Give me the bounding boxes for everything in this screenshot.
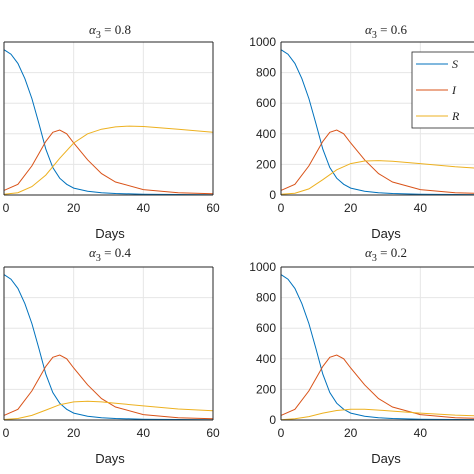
panel-3-xtick-label-2: 40 [137,426,151,440]
panel-4-ytick-label-5: 1000 [249,260,276,274]
panel-1-xlabel: Days [95,226,125,241]
panel-4-title: α3 = 0.2 [365,245,407,264]
panel-1-xtick-label-1: 20 [67,201,81,215]
panel-2-xlabel: Days [371,226,401,241]
panel-2-title: α3 = 0.6 [365,22,407,41]
panel-3: α3 = 0.4 0 20 40 60 Days [3,245,220,466]
panel-1-series-s [3,49,214,196]
panel-4-xtick-label-0: 0 [278,426,285,440]
panel-2-series [280,49,474,196]
panel-1-series [3,49,214,196]
panel-4-ytick-label-3: 600 [256,321,276,335]
panel-2-ytick-label-0: 0 [269,188,276,202]
panel-3-series [3,274,214,421]
panel-3-series-r [3,400,214,420]
panel-4-ytick-label-4: 800 [256,291,276,305]
panel-4-series-s [280,274,474,421]
panel-2-ytick-label-2: 400 [256,127,276,141]
panel-1-axes [3,41,214,196]
panel-4-axes [280,266,474,421]
panel-3-grid [3,266,214,421]
panel-1: α3 = 0.8 0 20 40 60 Days [3,22,220,241]
legend-label-i: I [451,83,457,97]
panel-2-series-s [280,49,474,196]
panel-2-ytick-label-4: 800 [256,66,276,80]
legend-label-s: S [452,57,458,71]
legend-label-r: R [451,109,460,123]
panel-3-axes [3,266,214,421]
panel-1-title: α3 = 0.8 [89,22,131,41]
panel-4-series-r [280,408,474,421]
panel-2-series-i [280,129,474,194]
panel-3-xlabel: Days [95,451,125,466]
panel-2-xtick-label-1: 20 [344,201,358,215]
panel-4-series [280,274,474,421]
panel-2-ytick-label-1: 200 [256,157,276,171]
panel-3-title: α3 = 0.4 [89,245,131,264]
panel-2-ytick-label-5: 1000 [249,35,276,49]
panel-1-xtick-label-0: 0 [3,201,10,215]
panel-1-series-i [3,129,214,195]
panel-2-xtick-label-2: 40 [414,201,428,215]
panel-1-xtick-label-2: 40 [137,201,151,215]
panel-3-series-s [3,274,214,421]
panel-2-ytick-label-3: 600 [256,96,276,110]
panel-4-xtick-label-2: 40 [414,426,428,440]
panel-1-xtick-label-3: 60 [206,201,220,215]
legend: S I R [411,51,474,129]
panel-3-xtick-label-3: 60 [206,426,220,440]
panel-2-axes [280,41,474,196]
panel-2-xtick-label-0: 0 [278,201,285,215]
panel-3-series-i [3,354,214,420]
panel-1-series-r [3,125,214,195]
panel-2-series-r [280,160,474,195]
panel-4-series-i [280,354,474,419]
panel-4-ytick-label-2: 400 [256,352,276,366]
panel-3-xtick-label-1: 20 [67,426,81,440]
panel-4-ytick-label-0: 0 [269,413,276,427]
panel-1-tick-labels: 0 20 40 60 [3,201,220,215]
panel-1-grid [3,41,214,196]
panel-4-xlabel: Days [371,451,401,466]
panel-4-xtick-label-1: 20 [344,426,358,440]
panel-4-ytick-label-1: 200 [256,382,276,396]
panel-3-xtick-label-0: 0 [3,426,10,440]
panel-3-tick-labels: 0 20 40 60 [3,426,220,440]
